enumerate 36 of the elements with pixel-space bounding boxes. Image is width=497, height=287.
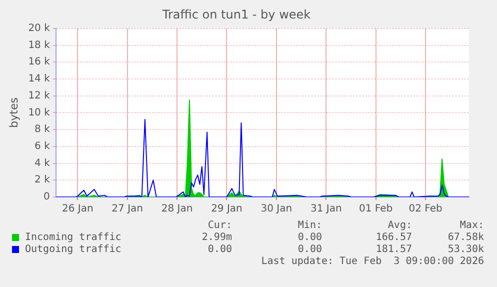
- x-tick-label: 27 Jan: [112, 204, 143, 215]
- y-tick-label: 14 k: [28, 74, 50, 85]
- y-tick-label: 8 k: [34, 124, 50, 136]
- x-tick-label: 02 Feb: [408, 204, 442, 215]
- text: Max:: [458, 220, 484, 231]
- x-tick-label: 30 Jan: [260, 204, 292, 215]
- x-tick-label: 01 Feb: [359, 204, 393, 215]
- text: 67.58k: [446, 232, 484, 243]
- y-tick-label: 12 k: [28, 90, 50, 102]
- text: 0.00: [206, 244, 232, 255]
- text: 53.30k: [446, 244, 484, 255]
- text: 0.00: [296, 232, 322, 243]
- text: Last update: Tue Feb 3 09:00:00 2026: [260, 256, 484, 267]
- x-tick-label: 28 Jan: [161, 204, 193, 215]
- y-tick-label: 10 k: [28, 107, 50, 118]
- text: 2.99m: [200, 232, 232, 243]
- y-tick-label: 2 k: [34, 174, 50, 186]
- text: Cur:: [206, 220, 232, 231]
- text: 166.57: [374, 232, 412, 243]
- text: Min:: [296, 220, 322, 231]
- x-tick-label: 29 Jan: [211, 204, 242, 215]
- text: 0.00: [296, 244, 322, 255]
- text: 181.57: [374, 244, 412, 255]
- y-tick-label: 20 k: [28, 22, 50, 34]
- y-tick-label: 0: [44, 192, 50, 203]
- legend-label: Outgoing traffic: [25, 244, 122, 255]
- y-tick-label: 4 k: [34, 158, 50, 169]
- x-tick-label: 31 Jan: [310, 204, 342, 215]
- y-tick-label: 18 k: [28, 40, 50, 51]
- y-tick-label: 6 k: [34, 141, 50, 152]
- y-axis-title: bytes: [7, 97, 20, 128]
- text: Avg:: [386, 220, 412, 231]
- chart-title: Traffic on tun1 - by week: [161, 7, 311, 22]
- y-tick-label: 16 k: [28, 56, 50, 68]
- x-tick-label: 26 Jan: [62, 204, 94, 215]
- legend-label: Incoming traffic: [25, 232, 122, 243]
